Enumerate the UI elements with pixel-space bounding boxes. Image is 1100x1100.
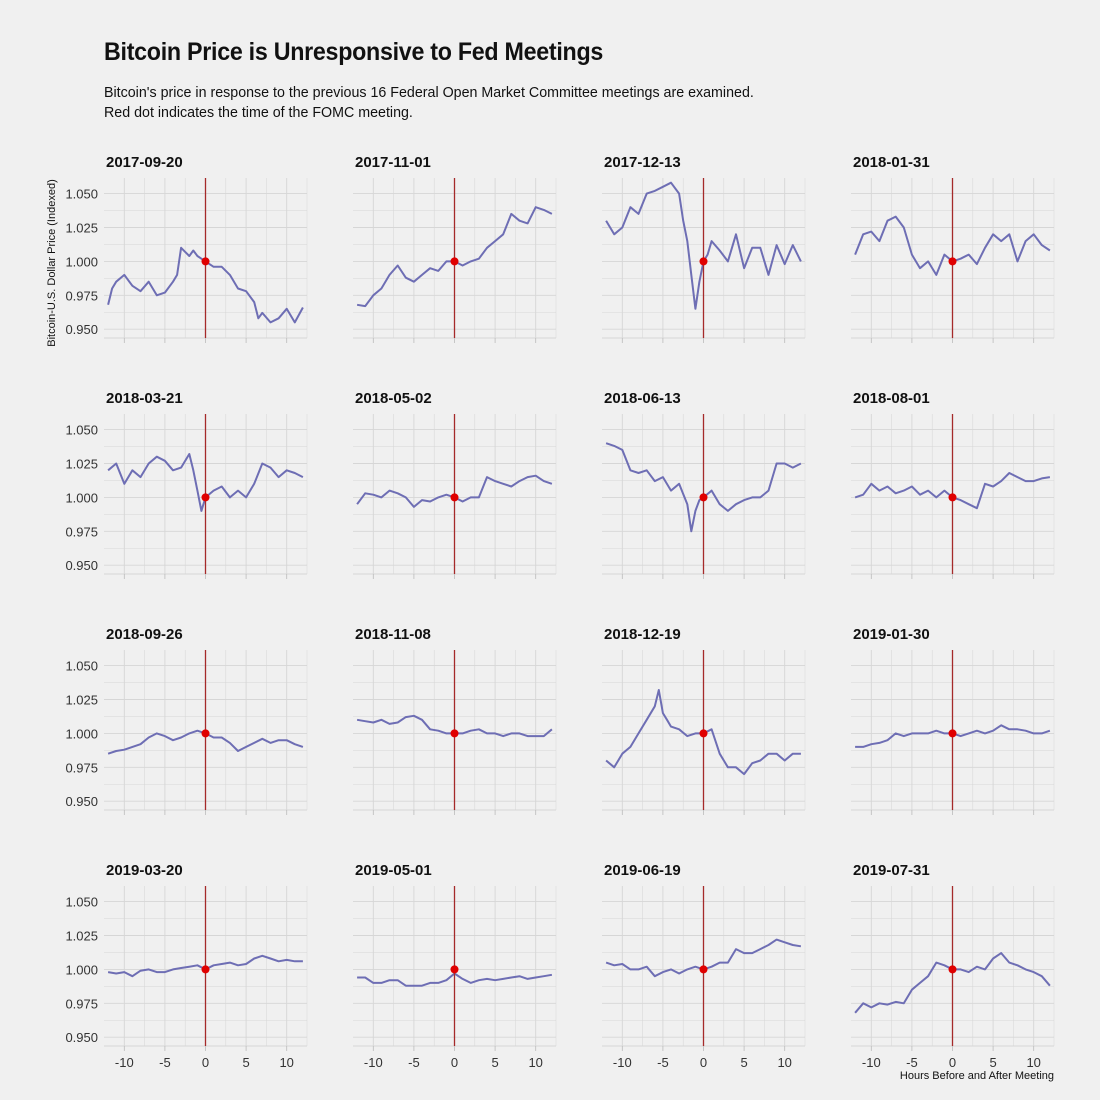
x-tick-label: 5 [242, 1055, 249, 1070]
panel-label: 2018-08-01 [853, 390, 930, 407]
panel-label: 2017-09-20 [106, 154, 183, 171]
x-tick-label: -10 [115, 1055, 134, 1070]
x-tick-label: 5 [740, 1055, 747, 1070]
meeting-dot [699, 493, 708, 502]
y-tick-label: 0.950 [65, 558, 98, 573]
y-tick-label: 1.025 [65, 928, 98, 943]
price-series-line [107, 453, 304, 512]
meeting-dot [450, 965, 459, 974]
panel-label: 2018-03-21 [106, 390, 183, 407]
y-tick-label: 1.000 [65, 726, 98, 741]
meeting-dot [450, 257, 459, 266]
y-tick-label: 0.975 [65, 760, 98, 775]
meeting-dot [699, 965, 708, 974]
facet-panel: 2018-11-08 [353, 626, 557, 815]
x-tick-label: -5 [159, 1055, 171, 1070]
x-tick-label: 5 [491, 1055, 498, 1070]
facet-panel: 2019-03-20 0.950 0.975 1.000 1.025 1.050 -10 -5… [65, 862, 308, 1070]
y-tick-label: 1.050 [65, 895, 98, 910]
chart-title: Bitcoin Price is Unresponsive to Fed Mee… [104, 38, 604, 66]
facet-panel: 2019-05-01 -10 -5 0 5 10 [353, 862, 557, 1070]
x-tick-label: 0 [202, 1055, 209, 1070]
x-tick-label: -5 [657, 1055, 669, 1070]
y-tick-label: 1.025 [65, 220, 98, 235]
y-tick-label: 1.000 [65, 254, 98, 269]
meeting-dot [201, 493, 210, 502]
meeting-dot [948, 257, 957, 266]
y-tick-label: 1.050 [65, 423, 98, 438]
y-tick-label: 0.950 [65, 794, 98, 809]
x-tick-label: 10 [528, 1055, 542, 1070]
facet-panel: 2018-03-21 0.950 0.975 1.000 1.025 1.050 [65, 390, 308, 579]
facet-panel: 2018-12-19 [602, 626, 806, 815]
panel-label: 2018-01-31 [853, 154, 930, 171]
panel-label: 2018-11-08 [355, 626, 431, 643]
meeting-dot [948, 965, 957, 974]
facet-panel: 2017-11-01 [353, 154, 557, 343]
panel-label: 2019-01-30 [853, 626, 930, 643]
x-tick-label: 5 [989, 1055, 996, 1070]
panel-label: 2018-12-19 [604, 626, 681, 643]
meeting-dot [450, 729, 459, 738]
y-tick-label: 0.975 [65, 288, 98, 303]
facet-panel: 2018-05-02 [353, 390, 557, 579]
panel-label: 2018-06-13 [604, 390, 681, 407]
facet-panel: 2018-08-01 [851, 390, 1055, 579]
panel-label: 2019-06-19 [604, 862, 681, 879]
x-tick-label: 10 [279, 1055, 293, 1070]
meeting-dot [201, 965, 210, 974]
facet-panel: 2019-07-31 -10 -5 0 5 10 [851, 862, 1055, 1070]
y-tick-label: 0.975 [65, 524, 98, 539]
x-tick-label: 0 [451, 1055, 458, 1070]
x-tick-label: -10 [364, 1055, 383, 1070]
y-tick-label: 1.050 [65, 187, 98, 202]
panel-label: 2018-09-26 [106, 626, 183, 643]
y-tick-label: 1.000 [65, 490, 98, 505]
facet-panel: 2019-06-19 -10 -5 0 5 10 [602, 862, 806, 1070]
meeting-dot [699, 257, 708, 266]
meeting-dot [948, 729, 957, 738]
x-tick-label: -5 [906, 1055, 918, 1070]
panel-label: 2019-07-31 [853, 862, 930, 879]
y-tick-label: 0.950 [65, 1030, 98, 1045]
meeting-dot [450, 493, 459, 502]
y-tick-label: 1.000 [65, 962, 98, 977]
x-tick-label: 0 [949, 1055, 956, 1070]
panel-label: 2018-05-02 [355, 390, 432, 407]
panel-label: 2019-05-01 [355, 862, 432, 879]
facet-panel: 2019-01-30 [851, 626, 1055, 815]
panel-label: 2017-12-13 [604, 154, 681, 171]
price-series-line [107, 246, 304, 324]
chart-subtitle-line-2: Red dot indicates the time of the FOMC m… [104, 104, 413, 121]
x-tick-label: 0 [700, 1055, 707, 1070]
meeting-dot [948, 493, 957, 502]
meeting-dot [201, 257, 210, 266]
price-series-line [605, 689, 801, 776]
x-tick-label: -5 [408, 1055, 420, 1070]
x-tick-label: 10 [777, 1055, 791, 1070]
price-series-line [605, 442, 802, 533]
y-tick-label: 1.025 [65, 692, 98, 707]
panel-label: 2017-11-01 [355, 154, 431, 171]
price-series-line [605, 181, 802, 310]
facet-panel: 2017-09-20 0.950 0.975 1.000 1.025 1.050 [65, 154, 308, 343]
facet-panel: 2018-09-26 0.950 0.975 1.000 1.025 1.050 [65, 626, 308, 815]
x-axis-label: Hours Before and After Meeting [899, 1070, 1054, 1082]
x-tick-label: -10 [862, 1055, 881, 1070]
chart-subtitle-line-1: Bitcoin's price in response to the previ… [104, 84, 754, 101]
x-tick-label: 10 [1026, 1055, 1040, 1070]
facet-panel: 2018-01-31 [851, 154, 1055, 343]
panel-label: 2019-03-20 [106, 862, 183, 879]
y-tick-label: 0.975 [65, 996, 98, 1011]
y-tick-label: 1.025 [65, 456, 98, 471]
facet-panel: 2018-06-13 [602, 390, 806, 579]
x-tick-label: -10 [613, 1055, 632, 1070]
y-tick-label: 1.050 [65, 659, 98, 674]
meeting-dot [201, 729, 210, 738]
y-tick-label: 0.950 [65, 322, 98, 337]
meeting-dot [699, 729, 708, 738]
facet-panel: 2017-12-13 [602, 154, 806, 343]
